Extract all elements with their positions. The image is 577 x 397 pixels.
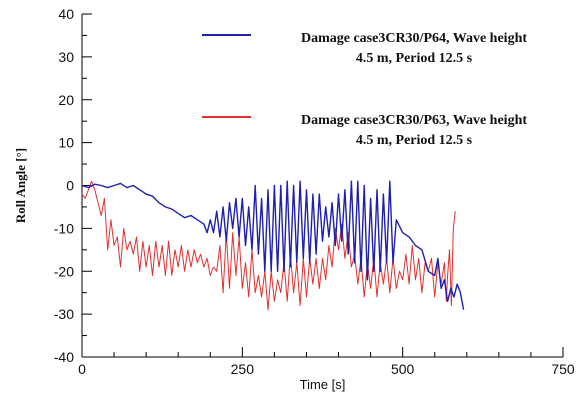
x-tick-label: 0 (78, 361, 86, 377)
y-tick-label: -30 (54, 306, 74, 322)
axes: -40 -30 -20 -10 0 10 20 30 40 0 250 500 750 (54, 6, 575, 377)
y-tick-label: -40 (54, 349, 74, 365)
series-line-2 (81, 180, 456, 311)
x-tick-label: 750 (551, 361, 575, 377)
x-axis-title: Time [s] (300, 377, 346, 392)
y-tick-label: 0 (66, 178, 74, 194)
series-layer (81, 180, 465, 311)
series-line-1 (81, 180, 465, 310)
legend-label-2: Damage case3CR30/P63, Wave height (301, 113, 527, 128)
y-tick-label: -20 (54, 263, 74, 279)
y-tick-label: 40 (58, 6, 74, 22)
y-axis-title: Roll Angle [°] (13, 148, 28, 223)
y-tick-label: -10 (54, 220, 74, 236)
x-tick-label: 250 (231, 361, 255, 377)
y-tick-label: 10 (58, 135, 74, 151)
y-tick-label: 30 (58, 49, 74, 65)
x-tick-label: 500 (391, 361, 415, 377)
legend-label-2: 4.5 m, Period 12.5 s (356, 133, 473, 148)
y-tick-label: 20 (58, 92, 74, 108)
legend: Damage case3CR30/P64, Wave height 4.5 m, … (202, 31, 527, 148)
legend-label-1: 4.5 m, Period 12.5 s (356, 51, 473, 66)
legend-label-1: Damage case3CR30/P64, Wave height (301, 31, 527, 46)
